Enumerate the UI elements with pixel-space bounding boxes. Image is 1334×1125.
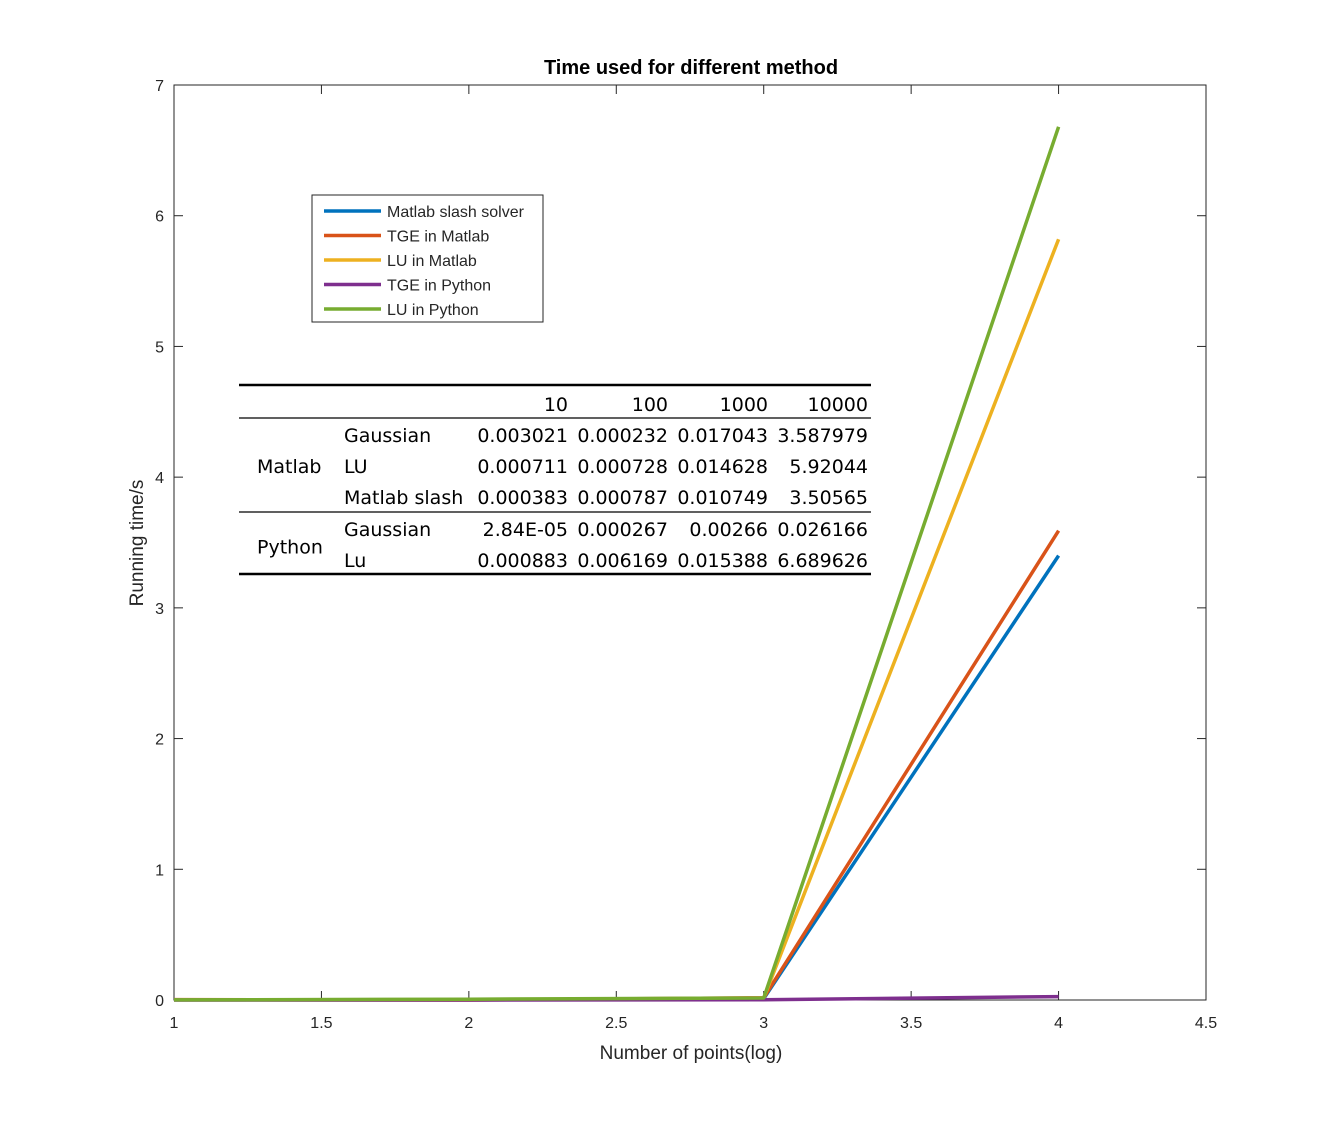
x-axis-label: Number of points(log) <box>600 1043 783 1064</box>
table-cell: 3.587979 <box>777 425 868 447</box>
table-cell: 0.000883 <box>477 550 568 572</box>
table-column-header: 1000 <box>720 394 768 416</box>
x-tick-label: 1.5 <box>310 1015 332 1032</box>
legend-label: LU in Python <box>387 302 479 319</box>
y-tick-label: 7 <box>155 78 164 95</box>
table-column-header: 10 <box>544 394 568 416</box>
y-tick-label: 1 <box>155 862 164 879</box>
table-column-header: 10000 <box>808 394 868 416</box>
x-tick-label: 4 <box>1054 1015 1063 1032</box>
table-cell: 0.003021 <box>477 425 568 447</box>
legend-label: TGE in Python <box>387 278 491 295</box>
table-group-label: Matlab <box>257 456 321 478</box>
y-tick-label: 0 <box>155 993 164 1010</box>
table-cell: 0.000787 <box>577 487 668 509</box>
table-cell: 0.015388 <box>677 550 768 572</box>
table-cell: 0.006169 <box>577 550 668 572</box>
table-cell: 0.017043 <box>677 425 768 447</box>
y-tick-label: 4 <box>155 470 164 487</box>
table-method-label: LU <box>344 456 368 478</box>
legend-label: Matlab slash solver <box>387 204 525 221</box>
y-axis-label: Running time/s <box>127 480 148 607</box>
table-method-label: Gaussian <box>344 425 431 447</box>
table-column-header: 100 <box>632 394 668 416</box>
table-cell: 6.689626 <box>777 550 868 572</box>
chart-title: Time used for different method <box>544 57 838 79</box>
table-cell: 0.000711 <box>477 456 568 478</box>
y-tick-label: 5 <box>155 339 164 356</box>
table-cell: 5.92044 <box>789 456 868 478</box>
x-tick-label: 2 <box>464 1015 473 1032</box>
data-table: 10 100 1000 10000 Matlab Gaussian 0.003021 0.00… <box>239 383 871 576</box>
y-tick-label: 3 <box>155 601 164 618</box>
table-cell: 0.026166 <box>777 519 868 541</box>
x-tick-label: 1 <box>170 1015 179 1032</box>
series-line-5 <box>173 126 1061 1002</box>
table-method-label: Matlab slash <box>344 487 463 509</box>
table-background <box>239 385 871 575</box>
table-cell: 2.84E-05 <box>483 519 568 541</box>
legend: Matlab slash solver TGE in Matlab LU in Ma… <box>311 194 544 323</box>
y-tick-label: 2 <box>155 732 164 749</box>
table-group-label: Python <box>257 537 323 559</box>
x-tick-label: 3.5 <box>900 1015 922 1032</box>
table-cell: 0.010749 <box>677 487 768 509</box>
x-tick-label: 4.5 <box>1195 1015 1217 1032</box>
x-tick-label: 3 <box>759 1015 768 1032</box>
table-method-label: Lu <box>344 550 366 572</box>
y-tick-label: 6 <box>155 209 164 226</box>
table-cell: 0.000267 <box>577 519 668 541</box>
legend-label: LU in Matlab <box>387 253 477 270</box>
table-cell: 0.000232 <box>577 425 668 447</box>
table-method-label: Gaussian <box>344 519 431 541</box>
table-cell: 0.00266 <box>689 519 768 541</box>
table-cell: 0.000383 <box>477 487 568 509</box>
table-cell: 0.014628 <box>677 456 768 478</box>
legend-label: TGE in Matlab <box>387 229 489 246</box>
table-cell: 3.50565 <box>789 487 868 509</box>
table-cell: 0.000728 <box>577 456 668 478</box>
x-tick-label: 2.5 <box>605 1015 627 1032</box>
series-lines <box>173 126 1061 1002</box>
